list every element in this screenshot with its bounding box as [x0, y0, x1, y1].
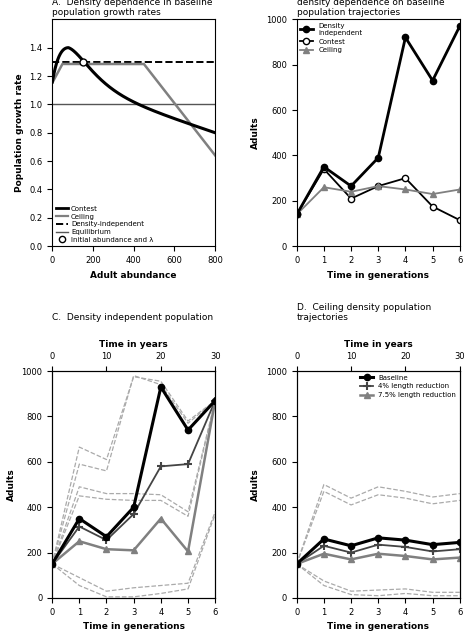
Y-axis label: Adults: Adults [251, 116, 260, 149]
4% length reduction [348, 548, 354, 556]
4% length reduction [294, 560, 300, 568]
Y-axis label: Adults: Adults [251, 468, 260, 501]
X-axis label: Time in generations: Time in generations [327, 271, 429, 280]
Baseline [375, 534, 381, 541]
Density
independent [375, 154, 381, 161]
Contest [430, 203, 436, 210]
Contest [348, 195, 354, 203]
Baseline [321, 535, 327, 543]
7.5% length reduction [402, 552, 408, 560]
X-axis label: Time in years: Time in years [99, 340, 168, 349]
Text: D.  Ceiling density population
trajectories: D. Ceiling density population trajectori… [297, 303, 431, 322]
7.5% length reduction [348, 556, 354, 563]
Legend: Density
independent, Contest, Ceiling: Density independent, Contest, Ceiling [300, 23, 363, 53]
X-axis label: Time in generations: Time in generations [82, 622, 185, 631]
Density
independent [294, 211, 300, 219]
4% length reduction [402, 543, 408, 551]
Text: C.  Density independent population: C. Density independent population [52, 313, 213, 322]
Y-axis label: Population growth rate: Population growth rate [15, 73, 24, 192]
Line: Baseline: Baseline [293, 535, 463, 567]
7.5% length reduction [457, 554, 463, 561]
Legend: Contest, Ceiling, Density-independent, Equilibrium, Initial abundance and λ: Contest, Ceiling, Density-independent, E… [55, 206, 153, 243]
Line: Contest: Contest [293, 166, 463, 223]
Ceiling [430, 190, 436, 198]
Baseline [457, 539, 463, 547]
Baseline [402, 536, 408, 544]
X-axis label: Adult abundance: Adult abundance [91, 271, 177, 280]
Line: Density
independent: Density independent [293, 23, 463, 217]
Contest [321, 165, 327, 173]
4% length reduction [321, 542, 327, 550]
Ceiling [375, 182, 381, 190]
Text: A.  Density dependence in baseline
population growth rates: A. Density dependence in baseline popula… [52, 0, 213, 17]
Density
independent [402, 33, 408, 41]
Line: Ceiling: Ceiling [293, 183, 463, 217]
Contest [402, 174, 408, 182]
4% length reduction [457, 545, 463, 553]
7.5% length reduction [375, 550, 381, 557]
Density
independent [430, 77, 436, 84]
7.5% length reduction [294, 560, 300, 568]
Baseline [294, 560, 300, 568]
Legend: Baseline, 4% length reduction, 7.5% length reduction: Baseline, 4% length reduction, 7.5% leng… [360, 374, 456, 398]
7.5% length reduction [321, 550, 327, 557]
X-axis label: Time in years: Time in years [344, 340, 413, 349]
Line: 7.5% length reduction: 7.5% length reduction [293, 550, 463, 567]
Y-axis label: Adults: Adults [7, 468, 16, 501]
Ceiling [321, 183, 327, 191]
Contest [294, 211, 300, 219]
Baseline [348, 542, 354, 550]
Baseline [430, 541, 436, 548]
Text: B.  Influence of contest or ceiling
density dependence on baseline
population tr: B. Influence of contest or ceiling densi… [297, 0, 447, 17]
Ceiling [457, 186, 463, 194]
Density
independent [321, 163, 327, 170]
Contest [375, 182, 381, 190]
Density
independent [457, 23, 463, 30]
Contest [457, 216, 463, 224]
4% length reduction [430, 548, 436, 556]
Line: 4% length reduction: 4% length reduction [292, 541, 464, 568]
Density
independent [348, 182, 354, 190]
Ceiling [402, 186, 408, 194]
X-axis label: Time in generations: Time in generations [327, 622, 429, 631]
7.5% length reduction [430, 556, 436, 563]
Ceiling [348, 188, 354, 195]
4% length reduction [375, 541, 381, 548]
Ceiling [294, 211, 300, 219]
